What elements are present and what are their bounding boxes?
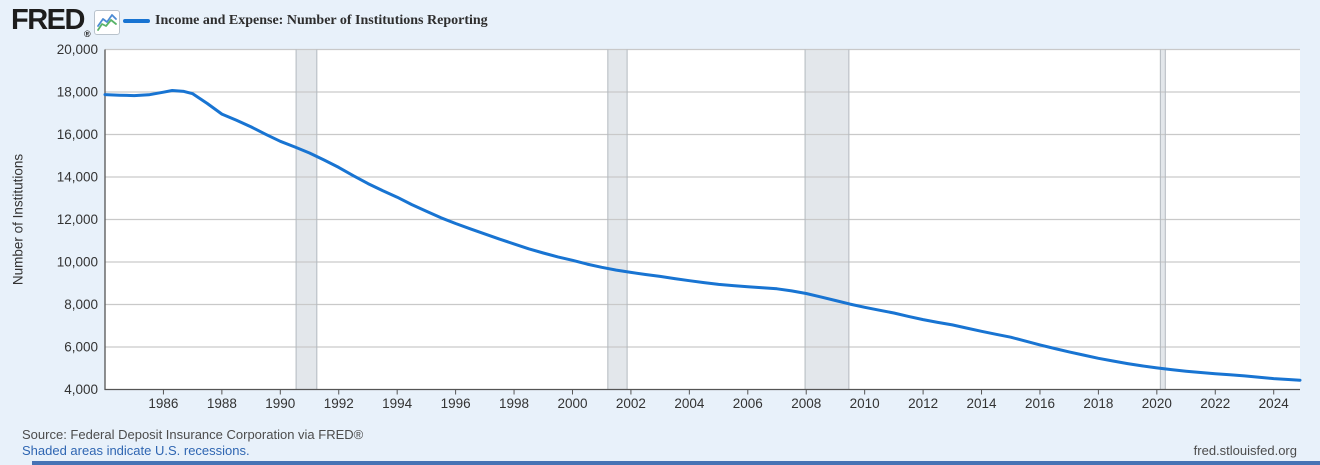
x-tick-label: 2006 — [733, 396, 763, 411]
x-tick-label: 1996 — [441, 396, 471, 411]
x-tick-label: 2024 — [1259, 396, 1290, 411]
y-axis-title: Number of Institutions — [10, 153, 26, 286]
y-tick-label: 20,000 — [57, 42, 98, 57]
y-tick-label: 8,000 — [64, 297, 98, 312]
x-tick-label: 2012 — [908, 396, 938, 411]
fred-logo[interactable]: FRED® — [11, 6, 91, 49]
x-tick-label: 2022 — [1200, 396, 1230, 411]
x-tick-label: 2010 — [850, 396, 880, 411]
series-line — [103, 89, 1302, 382]
registered-mark: ® — [83, 29, 91, 39]
y-tick-label: 18,000 — [57, 85, 98, 100]
source-attribution: Source: Federal Deposit Insurance Corpor… — [22, 427, 364, 442]
y-tick-label: 12,000 — [57, 212, 98, 227]
chart-header: FRED® Income and Expense: Number of Inst… — [0, 0, 1320, 42]
x-tick-label: 2002 — [616, 396, 646, 411]
x-tick-label: 1990 — [265, 396, 295, 411]
bottom-accent-bar — [32, 461, 1320, 465]
y-tick-label: 16,000 — [57, 127, 98, 142]
x-tick-label: 2008 — [791, 396, 821, 411]
x-tick-label: 2014 — [967, 396, 998, 411]
x-tick-label: 2016 — [1025, 396, 1055, 411]
recession-note-link[interactable]: Shaded areas indicate U.S. recessions. — [22, 443, 250, 458]
x-tick-label: 2020 — [1142, 396, 1172, 411]
fred-sparkline-icon — [94, 10, 120, 35]
y-tick-label: 10,000 — [57, 255, 98, 270]
fred-site-link[interactable]: fred.stlouisfed.org — [1193, 443, 1297, 458]
x-tick-label: 2000 — [557, 396, 587, 411]
x-tick-label: 1998 — [499, 396, 529, 411]
y-tick-label: 4,000 — [64, 382, 98, 397]
chart-title[interactable]: Income and Expense: Number of Institutio… — [155, 13, 488, 28]
x-tick-label: 1994 — [382, 396, 413, 411]
x-tick-label: 2004 — [674, 396, 705, 411]
legend-line-swatch — [123, 19, 150, 23]
x-tick-label: 1986 — [148, 396, 178, 411]
y-tick-label: 6,000 — [64, 340, 98, 355]
x-tick-label: 2018 — [1083, 396, 1113, 411]
x-tick-label: 1988 — [207, 396, 237, 411]
x-tick-label: 1992 — [324, 396, 354, 411]
fred-logo-text: FRED — [11, 4, 85, 36]
y-tick-label: 14,000 — [57, 170, 98, 185]
